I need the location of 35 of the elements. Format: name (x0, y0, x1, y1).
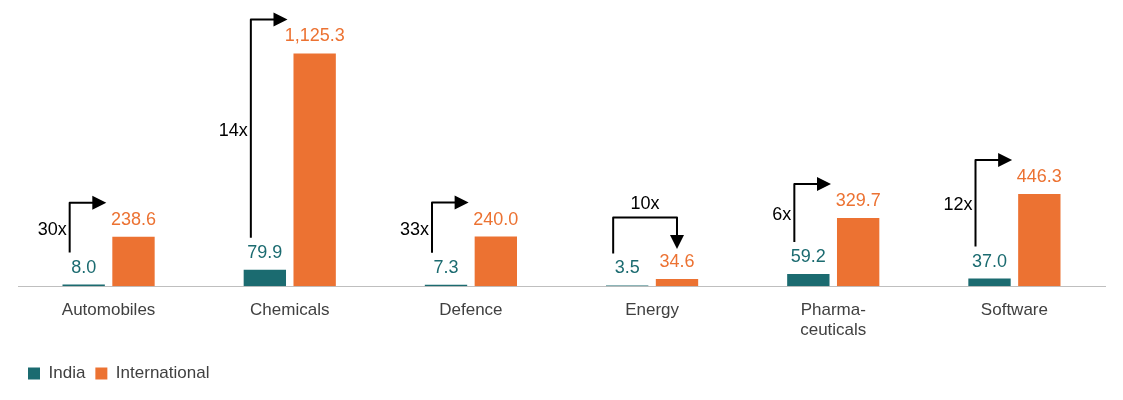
bar (655, 279, 699, 287)
legend-label: International (115, 363, 210, 383)
bar (787, 273, 830, 287)
data-label: 59.2 (790, 245, 826, 266)
data-label: 1,125.3 (284, 25, 345, 46)
x-tick-label: Chemicals (250, 300, 330, 320)
annotation: 33x (399, 218, 430, 239)
data-label: 79.9 (247, 241, 283, 262)
annotation: 14x (218, 119, 248, 140)
data-label: 446.3 (1016, 165, 1062, 186)
annotation: 6x (772, 203, 792, 224)
data-label: 238.6 (110, 208, 157, 229)
bar (112, 236, 155, 287)
bar (474, 236, 517, 287)
data-label: 7.3 (433, 256, 459, 277)
annotation: 30x (37, 218, 67, 239)
bar (293, 53, 336, 287)
bar (968, 278, 1011, 287)
annotation: 12x (943, 194, 973, 215)
annotation: 10x (630, 193, 660, 214)
x-tick-label: Software (980, 300, 1048, 320)
data-label: 37.0 (971, 250, 1008, 271)
data-label: 240.0 (473, 208, 519, 229)
x-tick-label: Energy (625, 300, 680, 320)
data-label: 329.7 (835, 189, 881, 210)
x-tick-label: Defence (439, 300, 503, 320)
data-label: 8.0 (71, 256, 97, 277)
x-tick-label: Pharma-ceuticals (800, 300, 867, 340)
bar (243, 269, 287, 287)
bar (1018, 193, 1061, 287)
data-label: 34.6 (659, 251, 695, 272)
bar (836, 218, 880, 287)
data-label: 3.5 (614, 257, 640, 278)
x-tick-label: Automobiles (61, 300, 156, 320)
legend-label: India (48, 363, 86, 383)
